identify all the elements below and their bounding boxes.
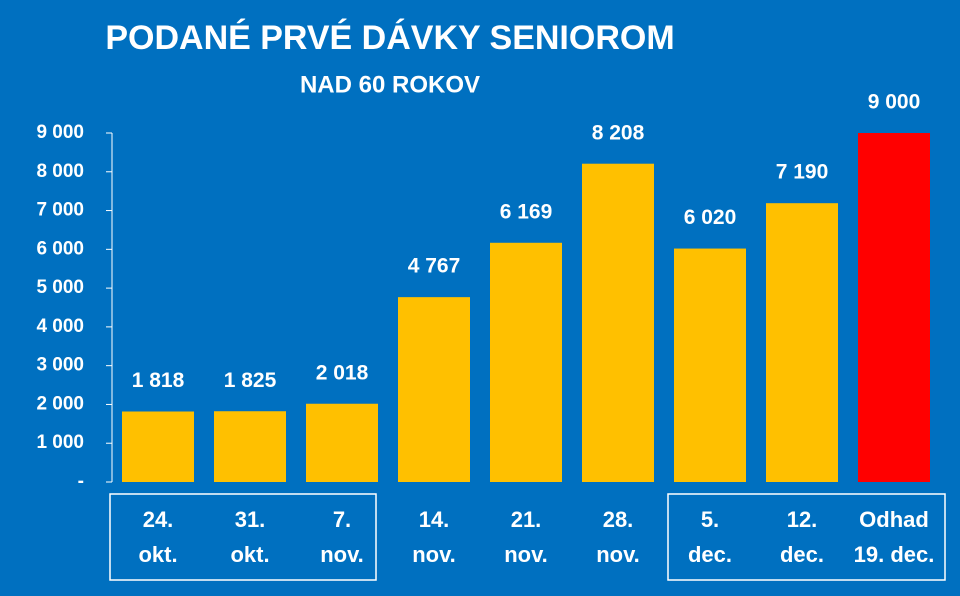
x-tick-label: 24.: [143, 507, 174, 532]
y-tick-label: -: [78, 471, 84, 492]
value-label: 8 208: [592, 121, 645, 144]
bar: [490, 242, 562, 482]
x-tick-label: 28.: [603, 507, 634, 532]
x-tick-label: okt.: [138, 542, 177, 567]
bar: [214, 411, 286, 482]
y-tick-label: 1 000: [36, 432, 84, 453]
y-tick-label: 6 000: [36, 238, 84, 259]
bar: [674, 248, 746, 482]
bar: [766, 203, 838, 482]
x-tick-label: 19. dec.: [854, 542, 935, 567]
y-tick-label: 9 000: [36, 122, 84, 143]
chart-title: PODANÉ PRVÉ DÁVKY SENIOROM: [105, 19, 674, 57]
y-tick-label: 4 000: [36, 316, 84, 337]
x-tick-label: 14.: [419, 507, 450, 532]
y-tick-label: 3 000: [36, 355, 84, 376]
x-tick-label: nov.: [412, 542, 456, 567]
value-label: 6 020: [684, 206, 737, 229]
group-box: [109, 493, 377, 581]
bar: [582, 163, 654, 482]
x-tick-label: 5.: [701, 507, 719, 532]
x-tick-label: 12.: [787, 507, 818, 532]
value-label: 2 018: [316, 361, 369, 384]
bar: [122, 411, 194, 482]
value-label: 7 190: [776, 161, 829, 184]
value-label: 1 818: [132, 369, 185, 392]
x-tick-label: nov.: [596, 542, 640, 567]
x-tick-label: 7.: [333, 507, 351, 532]
x-tick-label: 31.: [235, 507, 266, 532]
value-label: 6 169: [500, 200, 553, 223]
chart-subtitle: NAD 60 ROKOV: [300, 71, 480, 98]
x-tick-label: dec.: [688, 542, 732, 567]
x-tick-label: okt.: [230, 542, 269, 567]
y-tick-label: 7 000: [36, 200, 84, 221]
x-tick-label: 21.: [511, 507, 542, 532]
value-label: 9 000: [868, 91, 921, 114]
value-label: 4 767: [408, 255, 461, 278]
bar: [398, 297, 470, 482]
x-tick-label: dec.: [780, 542, 824, 567]
y-tick-label: 8 000: [36, 161, 84, 182]
group-box: [667, 493, 946, 581]
x-tick-label: nov.: [320, 542, 364, 567]
value-label: 1 825: [224, 369, 277, 392]
x-tick-label: Odhad: [859, 507, 929, 532]
x-tick-label: nov.: [504, 542, 548, 567]
y-tick-label: 5 000: [36, 277, 84, 298]
bar: [306, 403, 378, 482]
bar: [858, 133, 930, 482]
y-tick-label: 2 000: [36, 393, 84, 414]
